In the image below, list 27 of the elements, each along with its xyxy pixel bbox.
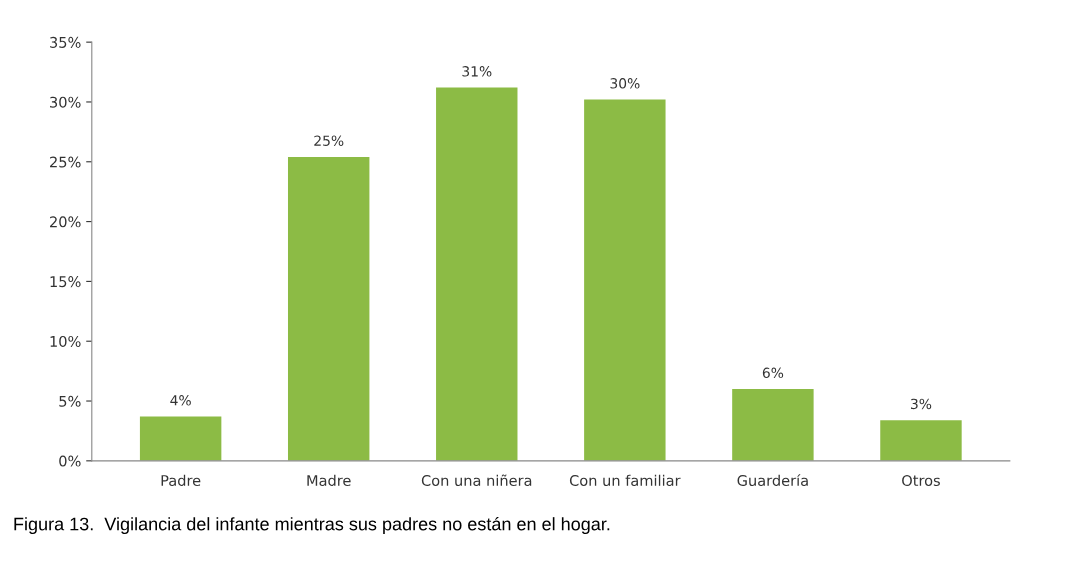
- bar: [139, 416, 222, 461]
- data-label: 25%: [314, 135, 344, 146]
- bar: [732, 389, 814, 461]
- bar: [584, 99, 666, 461]
- data-label: 3%: [911, 398, 932, 410]
- x-tick-label: Con un familiar: [569, 474, 681, 487]
- bar: [436, 87, 518, 461]
- bar: [287, 156, 370, 461]
- y-tick-label: 25%: [50, 156, 81, 168]
- y-tick-label: 10%: [50, 335, 81, 347]
- y-tick-label: 0%: [59, 455, 81, 467]
- y-tick-label: 30%: [50, 96, 81, 108]
- y-tick-label: 20%: [50, 216, 81, 228]
- x-tick-label: Con una niñera: [421, 474, 532, 487]
- data-label: 30%: [610, 78, 640, 89]
- y-tick-label: 35%: [50, 36, 81, 48]
- y-tick-label: 15%: [50, 276, 81, 288]
- x-tick-label: Padre: [161, 474, 201, 487]
- bar: [880, 420, 962, 461]
- x-tick-label: Madre: [307, 474, 351, 487]
- data-label: 6%: [762, 367, 784, 379]
- data-label: 4%: [170, 395, 191, 406]
- y-tick-label: 5%: [59, 395, 81, 407]
- data-label: 31%: [462, 66, 492, 77]
- text: Figura 13. Vigilancia del infante mientras sus padres no están en el hogar.: [14, 516, 610, 534]
- x-tick-label: Guardería: [737, 474, 808, 487]
- x-tick-label: Otros: [902, 474, 940, 487]
